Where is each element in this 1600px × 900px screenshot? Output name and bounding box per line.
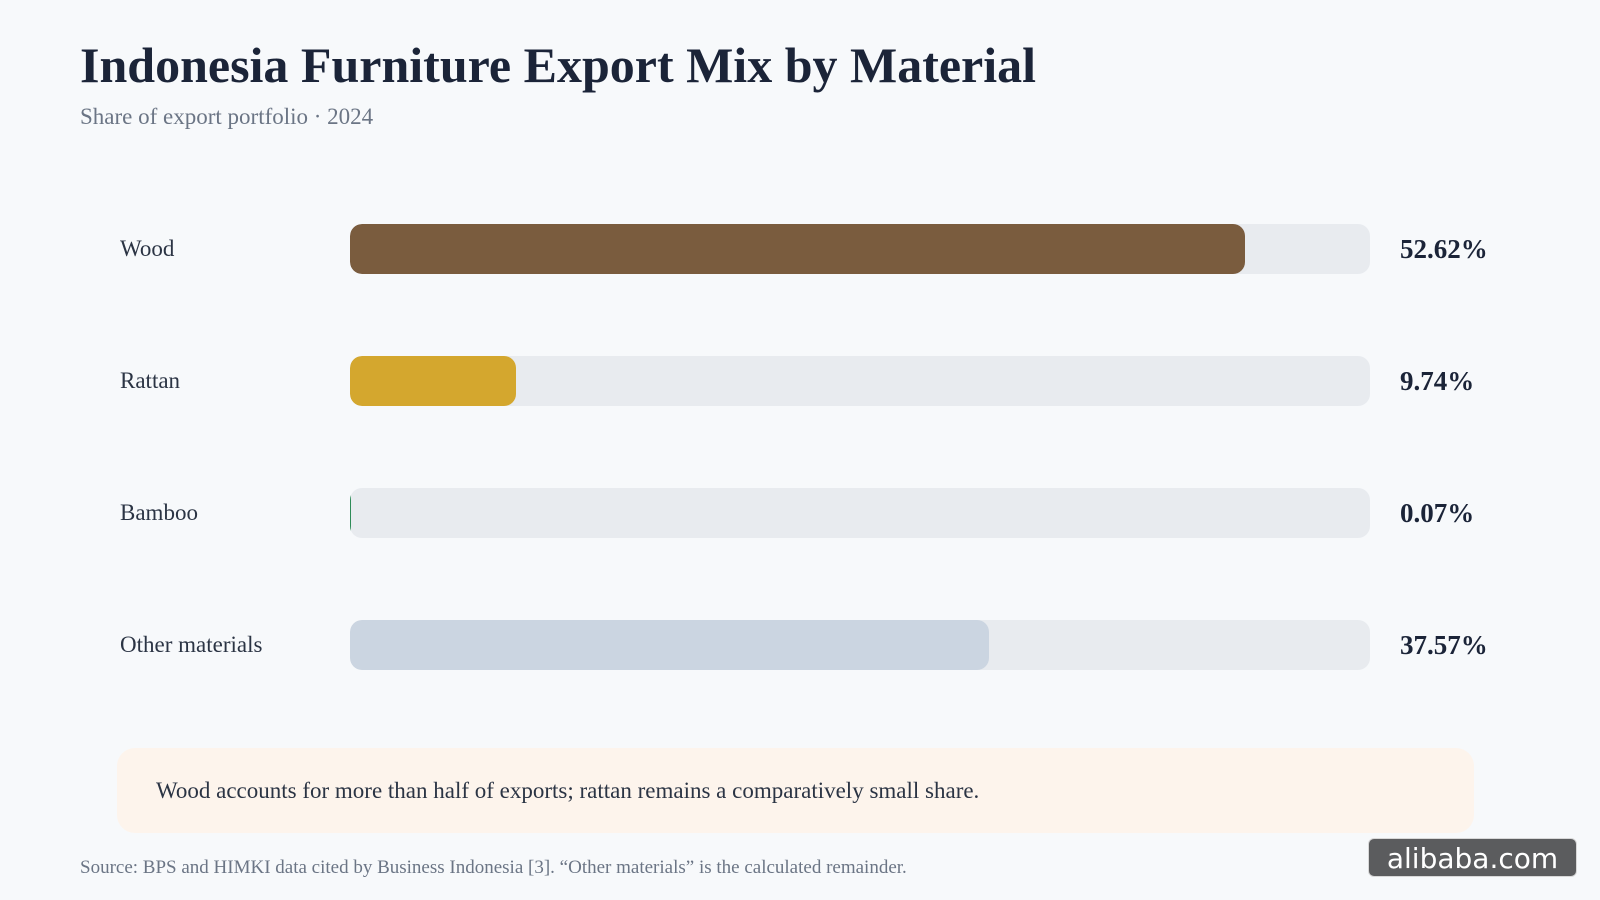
bar [350,488,352,538]
bar-track [350,356,1370,406]
value-label: 37.57% [1400,630,1488,660]
watermark-logo: alibaba.com [1368,838,1577,877]
bar-track [350,488,1370,538]
source-note: Source: BPS and HIMKI data cited by Busi… [80,857,907,878]
category-label: Bamboo [120,500,198,525]
value-label: 52.62% [1400,234,1488,264]
bar-track [350,224,1370,274]
bar [350,224,1245,274]
bar-track [350,620,1370,670]
bar-row: Wood 52.62% [0,224,1600,274]
value-label: 0.07% [1400,498,1475,528]
category-label: Rattan [120,368,181,393]
insight-text: Wood accounts for more than half of expo… [156,778,980,803]
chart-title: Indonesia Furniture Export Mix by Materi… [80,37,1037,93]
bar [350,356,516,406]
bar [350,620,989,670]
category-label: Wood [120,236,175,261]
bar-row: Rattan 9.74% [0,356,1600,406]
bar-row: Other materials 37.57% [0,620,1600,670]
value-label: 9.74% [1400,366,1475,396]
insight-callout: Wood accounts for more than half of expo… [117,748,1474,833]
bar-row: Bamboo 0.07% [0,488,1600,538]
chart-subtitle: Share of export portfolio · 2024 [80,104,374,129]
category-label: Other materials [120,632,263,657]
